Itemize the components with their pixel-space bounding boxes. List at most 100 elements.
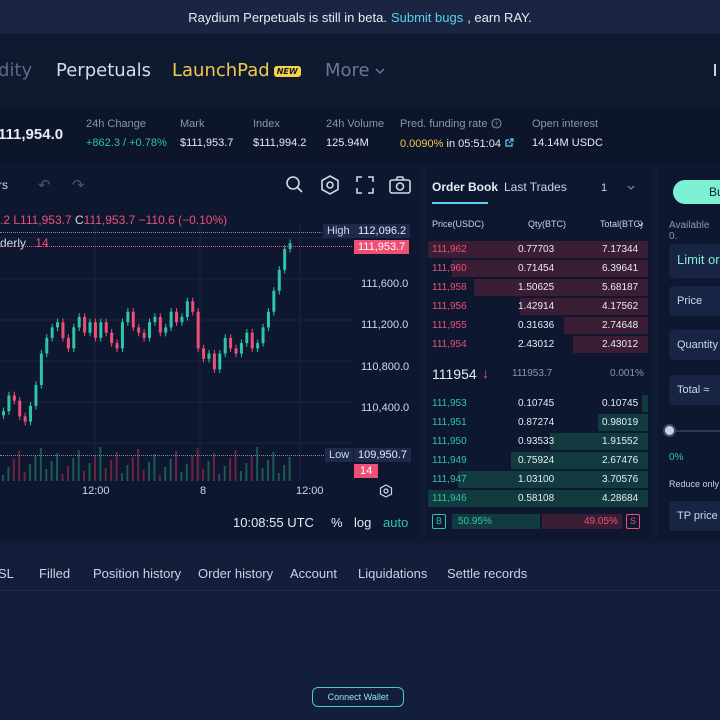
bid-row[interactable]: 111,947 1.03100 3.70576 [426,470,652,489]
tab-tp-sl[interactable]: SL [0,566,14,581]
candle-body [120,322,124,349]
slider-handle[interactable] [663,424,676,437]
volume-bar [56,453,59,481]
candle-body [169,311,173,328]
mid-spread: 0.001% [610,368,644,379]
candle-body [250,332,254,349]
grouping-select[interactable]: 1 [601,182,608,194]
tab-settle-records[interactable]: Settle records [447,566,528,581]
volume-bar [120,473,123,481]
x-tick: 12:00 [296,485,324,497]
candle-body [34,384,38,406]
ask-total: 2.43012 [602,339,639,350]
bid-row[interactable]: 111,953 0.10745 0.10745 [426,394,652,413]
ask-qty: 0.71454 [518,263,555,274]
volume-bar [261,468,264,481]
mark-label: Mark [180,118,205,130]
last-price-badge: 111,953.7 [354,240,410,254]
candle-body [66,337,70,349]
total-input[interactable]: Total ≈ [669,375,720,405]
tab-position-history[interactable]: Position history [93,566,182,581]
camera-icon[interactable] [389,175,411,195]
chart-clock[interactable]: 10:08:55 UTC [233,515,314,530]
ask-row[interactable]: 111,962 0.77703 7.17344 [426,240,652,259]
chart-toolbar-label[interactable]: rs [0,178,8,192]
volume-bar [277,473,280,481]
ask-row[interactable]: 111,956 1.42914 4.17562 [426,297,652,316]
ticker-price: 111,954.0 [0,126,64,143]
tab-orderbook[interactable]: Order Book [432,180,499,194]
price-chart-panel: rs ↶ ↷ .2 L111,953.7 C111,953.7 −110.6 (… [0,168,420,540]
ask-depth-bar [474,279,648,296]
volume-bar [185,464,188,481]
volume-bar [7,467,10,481]
nav-more[interactable]: More [325,60,386,81]
external-link-icon[interactable] [504,137,515,148]
chevron-down-icon[interactable] [637,222,644,227]
log-toggle[interactable]: log [354,515,372,530]
bid-row[interactable]: 111,950 0.93533 1.91552 [426,432,652,451]
candle-body [229,337,233,349]
bid-row[interactable]: 111,946 0.58108 4.28684 [426,489,652,508]
chevron-down-icon[interactable] [627,185,635,191]
sell-ratio: 49.05% [584,516,618,527]
tab-liquidations[interactable]: Liquidations [358,566,428,581]
funding-stat: Pred. funding rate ? 0.0090% in 05:51:04 [400,118,515,150]
zoom-search-icon[interactable] [285,175,305,195]
volume-bar [218,474,221,481]
index-value: $111,994.2 [253,137,307,149]
volume-bar [77,450,80,481]
nav-launchpad[interactable]: LaunchPad NEW [172,60,301,81]
nav-perpetuals[interactable]: Perpetuals [56,60,152,81]
volume-bar [45,469,48,481]
slider-percent: 0% [669,452,684,463]
candle-body [277,269,281,291]
tab-order-history[interactable]: Order history [198,566,274,581]
auto-toggle[interactable]: auto [383,515,409,530]
volume-bar [283,465,286,481]
tab-account[interactable]: Account [290,566,337,581]
reduce-only-label[interactable]: Reduce only [669,479,720,489]
volume-bar [61,474,64,481]
help-icon[interactable]: ? [491,118,502,129]
quantity-input[interactable]: Quantity [669,330,720,360]
tab-filled[interactable]: Filled [39,566,71,581]
index-stat: Index $111,994.2 [253,118,306,149]
bid-depth-bar [642,395,648,412]
volume-bar [272,452,275,481]
connect-wallet-button[interactable]: Connect Wallet [312,687,404,707]
buy-tab[interactable]: Bu [673,180,720,204]
bid-price: 111,953 [432,398,467,409]
bid-row[interactable]: 111,949 0.75924 2.67476 [426,451,652,470]
ask-row[interactable]: 111,955 0.31636 2.74648 [426,316,652,335]
menu-icon[interactable] [714,64,720,76]
arrow-down-icon: ↓ [482,365,489,381]
ask-row[interactable]: 111,954 2.43012 2.43012 [426,335,652,354]
chart-settings-icon[interactable] [379,484,393,498]
fullscreen-icon[interactable] [356,176,374,194]
bid-total: 0.10745 [602,398,639,409]
ohlc-prev: .2 [0,213,11,227]
col-total[interactable]: Total(BTC) [600,219,644,229]
volume-bar [104,468,107,481]
top-nav: dity Perpetuals LaunchPad NEW More [0,34,720,106]
tp-price-input[interactable]: TP price [669,501,720,531]
volume-value: 125.94M [326,137,369,149]
candlestick-plot[interactable] [0,223,352,481]
bid-row[interactable]: 111,951 0.87274 0.98019 [426,413,652,432]
settings-icon[interactable] [320,175,340,195]
undo-icon[interactable]: ↶ [38,177,51,194]
percent-toggle[interactable]: % [331,515,343,530]
volume-bar [288,457,291,481]
limit-order-select[interactable]: Limit or [669,244,720,278]
candle-body [126,311,130,323]
price-input[interactable]: Price [669,286,720,316]
ask-row[interactable]: 111,958 1.50625 5.68187 [426,278,652,297]
nav-liquidity[interactable]: dity [0,60,33,81]
candle-body [196,311,200,349]
size-slider-track[interactable] [669,430,720,432]
tab-last-trades[interactable]: Last Trades [504,180,567,194]
submit-bugs-link[interactable]: Submit bugs [390,9,464,25]
redo-icon[interactable]: ↷ [72,177,85,194]
ask-row[interactable]: 111,960 0.71454 6.39641 [426,259,652,278]
